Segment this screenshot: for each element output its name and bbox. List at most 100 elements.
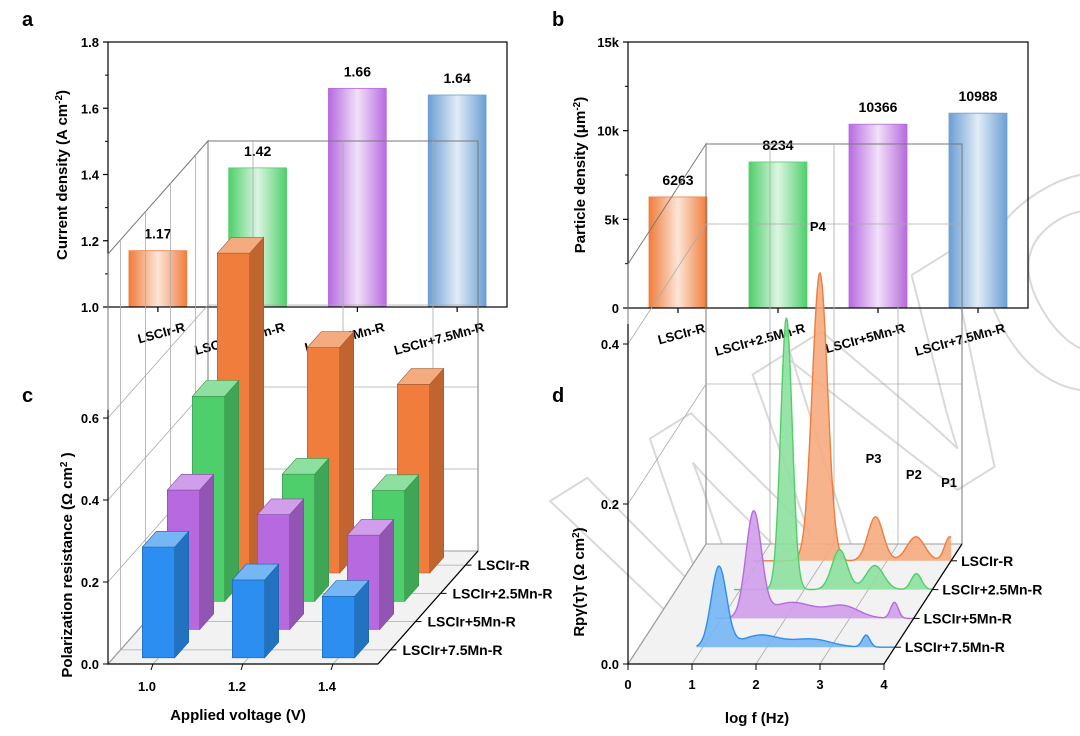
- panel-c-bar-front: [142, 546, 175, 659]
- panel-c-bar-top: [321, 580, 370, 597]
- panel-c-bar-top: [396, 368, 445, 385]
- panel-d-series-label-3: LSCIr+7.5Mn-R: [905, 639, 1005, 655]
- panel-c-xlabel: Applied voltage (V): [170, 707, 306, 724]
- panel-c-bar-top: [216, 237, 265, 254]
- panel-c-bar-top: [166, 473, 215, 491]
- a-ytick-label-4: 1.8: [81, 35, 99, 50]
- b-bar-0: [648, 196, 708, 309]
- panel-d-y-axis: [883, 543, 963, 665]
- panel-d-curve-2: [715, 509, 914, 620]
- panel-d-curve-3: [696, 565, 895, 648]
- panel-c-side-grid-z-2: [107, 386, 209, 501]
- panel-c-side-grid-z-3: [107, 304, 209, 419]
- b-value-label-1: 8234: [762, 137, 793, 153]
- panel-c-bar-side: [429, 367, 445, 574]
- panel-d-series-label-2: LSCIr+5Mn-R: [924, 610, 1012, 626]
- panel-d-peak-label-3: P1: [941, 475, 957, 490]
- panel-d-ylabel: Rpγ(τ)τ (Ω cm2): [571, 527, 589, 636]
- panel-c-letter: c: [22, 385, 33, 407]
- panel-c-xtick-label-0: 1.0: [138, 679, 156, 694]
- a-ytick-label-1: 1.2: [81, 234, 99, 249]
- panel-c-bar-side: [404, 474, 420, 603]
- panel-d-xtick-label-3: 3: [816, 677, 823, 692]
- panel-c-bar-front: [321, 595, 356, 659]
- panel-c-polarization-resistance-3d-chart: 0.0 0.2 0.4 0.6 1.0 1.2 1.4 LSCIr-R LSCIr+2.5Mn-…: [59, 139, 553, 724]
- b-value-label-0: 6263: [662, 172, 693, 188]
- panel-c-bar-side: [289, 498, 305, 631]
- panel-d-curve-fill-1: [734, 317, 933, 590]
- panel-d-peak-label-1: P3: [866, 451, 882, 466]
- panel-c-bar-top: [141, 530, 190, 548]
- panel-c-y-axis: [377, 550, 479, 665]
- panel-c-bar-top: [281, 458, 330, 475]
- a-ytick-label-2: 1.4: [81, 168, 100, 183]
- panel-c-bar-side: [379, 518, 395, 631]
- b-ytick-label-0: 0: [612, 301, 619, 316]
- panel-c-bar-side: [224, 379, 239, 603]
- panel-c-xtick-label-2: 1.4: [318, 679, 337, 694]
- a-value-label-2: 1.66: [344, 63, 371, 79]
- panel-d-curve-line-2: [715, 509, 914, 620]
- a-value-label-3: 1.64: [444, 70, 471, 86]
- a-xtick-label-0: LSCIr-R: [136, 319, 187, 346]
- panel-b-ylabel: Particle density (μm-2): [572, 97, 590, 253]
- panel-d-curve-line-3: [696, 565, 895, 648]
- panel-c-bar-side: [264, 563, 280, 659]
- panel-c-bar-top: [256, 498, 305, 516]
- panel-d-ztick-label-2: 0.4: [601, 337, 620, 352]
- panel-c-series-label-3: LSCIr+7.5Mn-R: [403, 642, 503, 658]
- panel-c-series-label-2: LSCIr+5Mn-R: [428, 614, 516, 630]
- panel-d-letter: d: [552, 385, 564, 407]
- panel-c-xtick-label-1: 1.2: [228, 679, 246, 694]
- panel-c-xtick-0: [150, 663, 154, 671]
- panel-c-ylabel: Polarization resistance (Ω cm2 ): [59, 452, 77, 677]
- panel-a-letter: a: [22, 9, 34, 31]
- panel-d-xtick-label-4: 4: [880, 677, 888, 692]
- b-ytick-label-1: 5k: [605, 212, 620, 227]
- panel-b-letter: b: [552, 9, 564, 31]
- panel-d-series-label-0: LSCIr-R: [961, 553, 1013, 569]
- panel-c-bar-s3-x0: [141, 530, 190, 659]
- b-bar-3: [948, 112, 1008, 309]
- panel-c-bar-top: [346, 519, 395, 536]
- panel-d-curve-fill-3: [696, 566, 895, 648]
- b-ytick-label-2: 10k: [597, 124, 619, 139]
- panel-c-ztick-label-0: 0.0: [81, 657, 99, 672]
- panel-c-bar-s3-x1: [231, 563, 280, 659]
- panel-d-side-grid-z-2: [627, 223, 707, 345]
- panel-c-xtick-1: [240, 663, 244, 671]
- b-bar-1: [748, 161, 808, 309]
- a-ytick-label-3: 1.6: [81, 101, 99, 116]
- panel-d-xtick-label-2: 2: [752, 677, 759, 692]
- b-value-label-2: 10366: [859, 99, 898, 115]
- panel-d-xtick-label-0: 0: [624, 677, 631, 692]
- panel-d-side-grid-z-1: [627, 383, 707, 505]
- a-bar-0: [128, 250, 188, 308]
- b-bar-2: [848, 123, 908, 309]
- panel-c-bar-top: [371, 474, 420, 491]
- panel-c-ztick-label-1: 0.2: [81, 575, 99, 590]
- panel-d-ztick-label-0: 0.0: [601, 657, 619, 672]
- panel-d-side-grid-z-0: [627, 543, 707, 665]
- panel-d-peak-label-0: P4: [810, 219, 827, 234]
- panel-c-bar-side: [199, 473, 214, 631]
- a-bar-3: [427, 94, 487, 308]
- panel-d-series-label-1: LSCIr+2.5Mn-R: [942, 582, 1042, 598]
- a-ytick-label-0: 1.0: [81, 300, 99, 315]
- a-xtick-label-3: LSCIr+7.5Mn-R: [392, 319, 486, 358]
- panel-d-drt-3d-chart: 0 1 2 3 4 0.0 0.2 0.4 LSCIr-R LSCIr+2.5Mn-R LSCIr+…: [571, 142, 1042, 727]
- a-bar-2: [328, 87, 387, 308]
- panel-c-xtick-2: [330, 663, 334, 671]
- panel-c-bar-top: [306, 331, 355, 348]
- panel-c-series-label-0: LSCIr-R: [478, 557, 530, 573]
- panel-a-ylabel: Current density (A cm-2): [54, 90, 72, 260]
- panel-c-bar-side: [174, 530, 189, 659]
- panel-d-ztick-label-1: 0.2: [601, 497, 619, 512]
- panel-d-xlabel: log f (Hz): [725, 710, 789, 727]
- panel-c-series-label-1: LSCIr+2.5Mn-R: [453, 585, 553, 601]
- panel-d-curve-fill-2: [715, 510, 914, 619]
- panel-c-bar-side: [314, 457, 330, 603]
- b-value-label-3: 10988: [959, 88, 998, 104]
- panel-c-ztick-label-3: 0.6: [81, 411, 99, 426]
